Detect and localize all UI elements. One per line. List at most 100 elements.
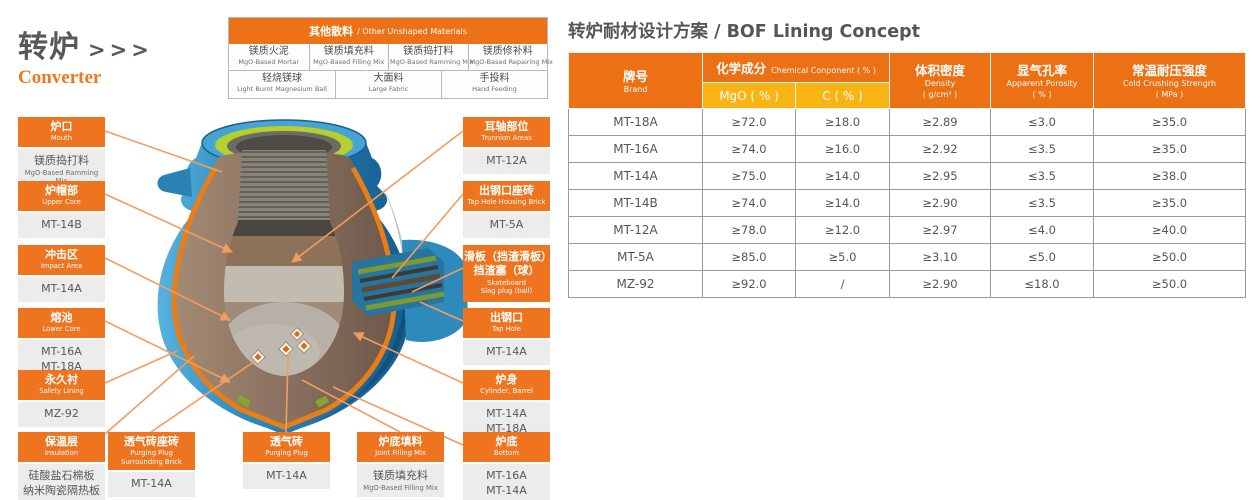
spec-row: MT-12A ≥78.0 ≥12.0 ≥2.97 ≤4.0 ≥40.0 [568,216,1246,244]
col-mgo: MgO ( % ) [702,82,796,109]
diagram-label-bottom: 炉底 Bottom MT-16A MT-14A [463,432,550,500]
leader-lines [104,130,464,446]
converter-cutaway-illustration [104,119,468,446]
cell-density: ≥2.92 [889,135,991,163]
material-cell: 镁质火泥 MgO-Based Mortar [229,44,309,71]
label-value: MZ-92 [18,401,105,427]
cell-ccs: ≥35.0 [1093,135,1246,163]
col-brand: 牌号 Brand [568,52,703,109]
cell-c: ≥5.0 [795,243,890,271]
label-value: MT-14A [18,276,105,302]
cell-porosity: ≤5.0 [990,243,1094,271]
col-porosity: 显气孔率 Apparent Porosity ( % ) [990,52,1094,109]
cell-mgo: ≥74.0 [702,135,796,163]
cell-ccs: ≥40.0 [1093,216,1246,244]
col-chemical: 化学成分 Chemical Conponent ( % ) [702,52,890,83]
page-title-arrows: >>> [88,38,153,62]
unshaped-materials-header: 其他散料 / Other Unshaped Materials [229,18,547,44]
cell-mgo: ≥72.0 [702,108,796,136]
col-c: C ( % ) [795,82,890,109]
cell-brand: MT-12A [568,216,703,244]
spec-row: MZ-92 ≥92.0 / ≥2.90 ≤18.0 ≥50.0 [568,270,1246,298]
cell-mgo: ≥78.0 [702,216,796,244]
material-cell: 手投料 Hand Feeding [441,71,547,98]
unshaped-materials-title-zh: 其他散料 [309,25,354,38]
cell-brand: MZ-92 [568,270,703,298]
lining-spec-table: 牌号 Brand 化学成分 Chemical Conponent ( % ) 体… [568,52,1246,298]
col-ccs: 常温耐压强度 Cold Crushing Strengrh ( MPa ) [1093,52,1246,109]
diagram-label-safety-lining: 永久衬 Safety Lining MZ-92 [18,370,105,427]
spec-row: MT-16A ≥74.0 ≥16.0 ≥2.92 ≤3.5 ≥35.0 [568,135,1246,163]
cell-brand: MT-18A [568,108,703,136]
converter-interior [224,150,344,376]
diagram-label-tap-hole: 出钢口 Tap Hole MT-14A [463,308,550,365]
unshaped-materials-row-2: 轻烧镁球 Light Burnt Magnesium Ball 大面料 Large … [229,71,547,98]
cell-porosity: ≤3.0 [990,108,1094,136]
diagram-label-insulation: 保温层 Insulation 硅酸盐石棉板 纳米陶瓷隔热板 [18,432,105,500]
cell-density: ≥3.10 [889,243,991,271]
diagram-label-upper-cone: 炉帽部 Upper Core MT-14B [18,181,105,238]
page-title-zh: 转炉 [18,30,80,65]
material-cell: 镁质捣打料 MgO-Based Ramming Mix [388,44,474,71]
lining-concept-title: 转炉耐材设计方案 / BOF Lining Concept [568,22,920,42]
cell-c: / [795,270,890,298]
unshaped-materials-table: 其他散料 / Other Unshaped Materials 镁质火泥 MgO-… [228,17,553,99]
cell-ccs: ≥50.0 [1093,270,1246,298]
cell-ccs: ≥35.0 [1093,108,1246,136]
spec-row: MT-18A ≥72.0 ≥18.0 ≥2.89 ≤3.0 ≥35.0 [568,108,1246,136]
cell-brand: MT-14A [568,162,703,190]
cell-c: ≥18.0 [795,108,890,136]
cell-density: ≥2.90 [889,270,991,298]
purging-plug-markers [250,327,312,365]
label-value: MT-14B [18,212,105,238]
cell-mgo: ≥85.0 [702,243,796,271]
cell-c: ≥12.0 [795,216,890,244]
material-cell: 大面料 Large Fabric [335,71,441,98]
tap-hole-assembly [352,248,445,316]
diagram-label-tap-hole-housing-brick: 出钢口座砖 Tap Hole Housing Brick MT-5A [463,181,550,238]
cell-brand: MT-5A [568,243,703,271]
cell-ccs: ≥35.0 [1093,189,1246,217]
cell-porosity: ≤18.0 [990,270,1094,298]
diagram-label-barrel: 炉身 Cylinder, Barrel MT-14A MT-18A [463,370,550,442]
spec-header-row-2: MgO ( % ) C ( % ) [569,82,1246,109]
material-cell: 镁质修补料 MgO-Based Repairing Mix [467,44,553,71]
unshaped-materials-title-en: / Other Unshaped Materials [357,26,467,36]
label-value: MT-5A [463,212,550,238]
spec-row: MT-14B ≥74.0 ≥14.0 ≥2.90 ≤3.5 ≥35.0 [568,189,1246,217]
cell-porosity: ≤3.5 [990,162,1094,190]
cell-mgo: ≥75.0 [702,162,796,190]
cell-density: ≥2.95 [889,162,991,190]
cell-porosity: ≤3.5 [990,189,1094,217]
page-title: 转炉 >>> Converter [18,22,153,89]
cell-c: ≥16.0 [795,135,890,163]
diagram-label-trunnion-areas: 耳轴部位 Trunnion Areas MT-12A [463,117,550,174]
label-value: MT-14A [243,463,330,489]
diagram-label-joint-filling-mix: 炉底填料 Joint Filling Mix 镁质填充料 MgO-Based Fil… [357,432,444,498]
label-value: 硅酸盐石棉板 纳米陶瓷隔热板 [18,463,105,500]
cell-c: ≥14.0 [795,162,890,190]
label-value: MT-12A [463,148,550,174]
cell-brand: MT-16A [568,135,703,163]
cell-mgo: ≥92.0 [702,270,796,298]
unshaped-materials-row-1: 镁质火泥 MgO-Based Mortar 镁质填充料 MgO-Based Fill… [229,44,553,71]
cell-porosity: ≤4.0 [990,216,1094,244]
cell-ccs: ≥50.0 [1093,243,1246,271]
label-value: MT-16A MT-14A [463,463,550,500]
diagram-label-purging-plug: 透气砖 Purging Plug MT-14A [243,432,330,489]
diagram-label-impact-area: 冲击区 Impact Area MT-14A [18,245,105,302]
label-value: MT-14A [463,339,550,365]
label-value: 镁质填充料 MgO-Based Filling Mix [357,463,444,498]
col-density: 体积密度 Density ( g/cm³ ) [889,52,991,109]
spec-row: MT-5A ≥85.0 ≥5.0 ≥3.10 ≤5.0 ≥50.0 [568,243,1246,271]
cell-density: ≥2.97 [889,216,991,244]
cell-ccs: ≥38.0 [1093,162,1246,190]
label-header: 炉口 Mouth [18,117,105,147]
diagram-label-purging-plug-surrounding-brick: 透气砖座砖 Purging Plug Surrounding Brick MT-1… [108,432,195,498]
cell-mgo: ≥74.0 [702,189,796,217]
diagram-label-lower-core: 熔池 Lower Core MT-16A MT-18A [18,308,105,380]
material-cell: 轻烧镁球 Light Burnt Magnesium Ball [237,73,327,93]
spec-header-row-1: 牌号 Brand 化学成分 Chemical Conponent ( % ) 体… [568,52,1246,109]
spec-row: MT-14A ≥75.0 ≥14.0 ≥2.95 ≤3.5 ≥38.0 [568,162,1246,190]
